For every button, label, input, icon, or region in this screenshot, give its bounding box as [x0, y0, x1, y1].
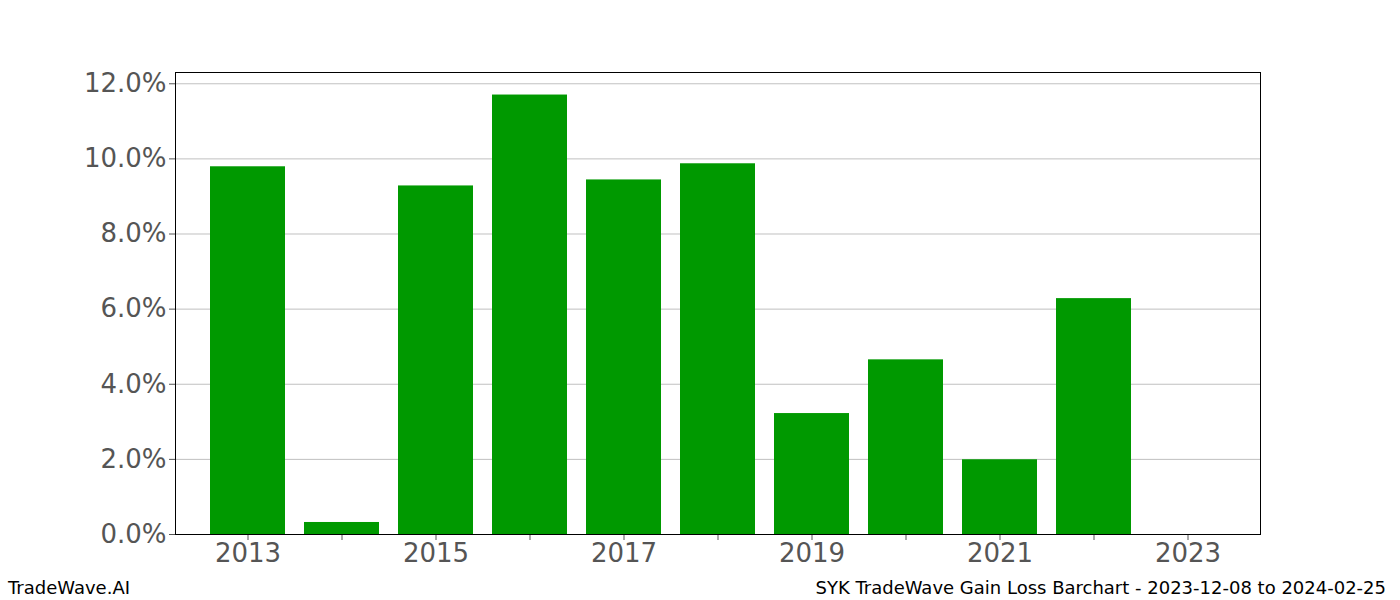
svg-text:2019: 2019 — [779, 538, 845, 568]
html-text:SYK TradeWave Gain Loss Barcha: SYK TradeWave Gain Loss Barchart - 2023-… — [815, 577, 1386, 598]
svg-text:2023: 2023 — [1155, 538, 1221, 568]
svg-text:2013: 2013 — [215, 538, 281, 568]
svg-text:2017: 2017 — [591, 538, 657, 568]
html-text:TradeWave.AI: TradeWave.AI — [8, 577, 130, 598]
svg-text:4.0%: 4.0% — [100, 369, 166, 399]
svg-text:12.0%: 12.0% — [84, 68, 167, 98]
svg-text:0.0%: 0.0% — [100, 519, 166, 549]
svg-text:6.0%: 6.0% — [100, 293, 166, 323]
svg-text:2015: 2015 — [403, 538, 469, 568]
svg-text:10.0%: 10.0% — [84, 143, 167, 173]
svg-text:2.0%: 2.0% — [100, 444, 166, 474]
svg-text:2021: 2021 — [967, 538, 1033, 568]
svg-text:8.0%: 8.0% — [100, 218, 166, 248]
